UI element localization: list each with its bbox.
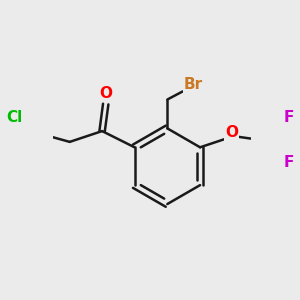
Text: Cl: Cl xyxy=(7,110,23,125)
Text: Br: Br xyxy=(184,77,203,92)
Text: O: O xyxy=(225,125,238,140)
Text: F: F xyxy=(283,155,293,170)
Text: F: F xyxy=(283,110,293,125)
Text: O: O xyxy=(99,86,112,101)
